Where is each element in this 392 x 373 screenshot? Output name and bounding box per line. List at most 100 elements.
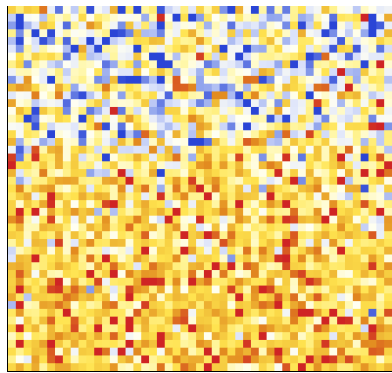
heatmap-cell — [384, 130, 392, 139]
heatmap-cell — [149, 122, 158, 131]
heatmap-cell — [78, 254, 87, 263]
heatmap-cell — [15, 68, 25, 77]
heatmap-cell — [8, 262, 17, 271]
heatmap-cell — [297, 332, 307, 341]
heatmap-cell — [149, 91, 158, 100]
heatmap-cell — [337, 324, 346, 333]
heatmap-cell — [141, 293, 150, 302]
heatmap-cell — [23, 83, 32, 92]
heatmap-cell — [360, 363, 369, 372]
heatmap-cell — [172, 91, 181, 100]
heatmap-cell — [282, 114, 291, 123]
heatmap-cell — [86, 114, 95, 123]
heatmap-cell — [47, 254, 56, 263]
heatmap-cell — [141, 44, 150, 53]
heatmap-cell — [266, 339, 275, 349]
heatmap-cell — [384, 114, 392, 123]
heatmap-cell — [78, 114, 87, 123]
heatmap-cell — [8, 106, 17, 116]
heatmap-cell — [376, 262, 385, 271]
heatmap-cell — [329, 153, 338, 162]
heatmap-cell — [313, 308, 322, 318]
heatmap-cell — [23, 114, 32, 123]
heatmap-cell — [266, 207, 275, 217]
heatmap-cell — [196, 308, 205, 318]
heatmap-cell — [282, 83, 291, 92]
heatmap-cell — [141, 169, 150, 178]
heatmap-cell — [188, 308, 197, 318]
heatmap-cell — [70, 301, 79, 310]
heatmap-cell — [344, 355, 354, 364]
heatmap-cell — [55, 153, 64, 162]
heatmap-cell — [47, 6, 56, 15]
heatmap-cell — [376, 21, 385, 30]
heatmap-cell — [23, 270, 32, 279]
heatmap-cell — [62, 60, 72, 69]
heatmap-cell — [384, 270, 392, 279]
heatmap-cell — [156, 60, 166, 69]
heatmap-cell — [94, 347, 103, 356]
heatmap-cell — [305, 293, 315, 302]
heatmap-cell — [274, 215, 283, 224]
heatmap-cell — [344, 316, 354, 325]
heatmap-cell — [344, 246, 354, 255]
heatmap-cell — [258, 192, 268, 201]
heatmap-cell — [274, 52, 283, 61]
heatmap-cell — [196, 207, 205, 217]
heatmap-cell — [15, 161, 25, 170]
heatmap-cell — [125, 6, 134, 15]
heatmap-cell — [141, 52, 150, 61]
heatmap-cell — [125, 339, 134, 349]
heatmap-cell — [133, 192, 142, 201]
heatmap-cell — [258, 60, 268, 69]
heatmap-cell — [149, 254, 158, 263]
heatmap-cell — [235, 44, 244, 53]
heatmap-cell — [243, 254, 252, 263]
heatmap-cell — [164, 176, 173, 186]
heatmap-cell — [258, 29, 268, 38]
heatmap-cell — [352, 293, 362, 302]
heatmap-cell — [149, 29, 158, 38]
heatmap-cell — [94, 21, 103, 30]
heatmap-cell — [117, 324, 126, 333]
heatmap-cell — [337, 347, 346, 356]
heatmap-cell — [235, 223, 244, 232]
heatmap-cell — [141, 145, 150, 154]
heatmap-cell — [31, 231, 40, 240]
heatmap-cell — [227, 21, 236, 30]
heatmap-cell — [297, 44, 307, 53]
heatmap-cell — [305, 106, 315, 116]
heatmap-cell — [172, 231, 181, 240]
heatmap-cell — [344, 270, 354, 279]
heatmap-cell — [172, 270, 181, 279]
heatmap-cell — [156, 246, 166, 255]
heatmap-cell — [274, 339, 283, 349]
heatmap-cell — [360, 153, 369, 162]
heatmap-cell — [102, 6, 111, 15]
heatmap-cell — [235, 324, 244, 333]
heatmap-cell — [62, 324, 72, 333]
heatmap-cell — [164, 231, 173, 240]
heatmap-cell — [78, 200, 87, 209]
heatmap-cell — [39, 285, 48, 294]
heatmap-cell — [297, 6, 307, 15]
heatmap-cell — [70, 13, 79, 22]
heatmap-cell — [117, 122, 126, 131]
heatmap-cell — [86, 184, 95, 193]
heatmap-cell — [211, 138, 220, 147]
heatmap-cell — [102, 238, 111, 248]
heatmap-cell — [94, 254, 103, 263]
heatmap-cell — [243, 324, 252, 333]
heatmap-cell — [313, 231, 322, 240]
heatmap-cell — [282, 332, 291, 341]
heatmap-cell — [368, 301, 377, 310]
heatmap-cell — [55, 301, 64, 310]
heatmap-cell — [337, 293, 346, 302]
heatmap-cell — [102, 169, 111, 178]
heatmap-cell — [172, 192, 181, 201]
heatmap-cell — [86, 231, 95, 240]
heatmap-cell — [149, 21, 158, 30]
heatmap-cell — [368, 324, 377, 333]
heatmap-cell — [203, 293, 213, 302]
heatmap-cell — [141, 6, 150, 15]
